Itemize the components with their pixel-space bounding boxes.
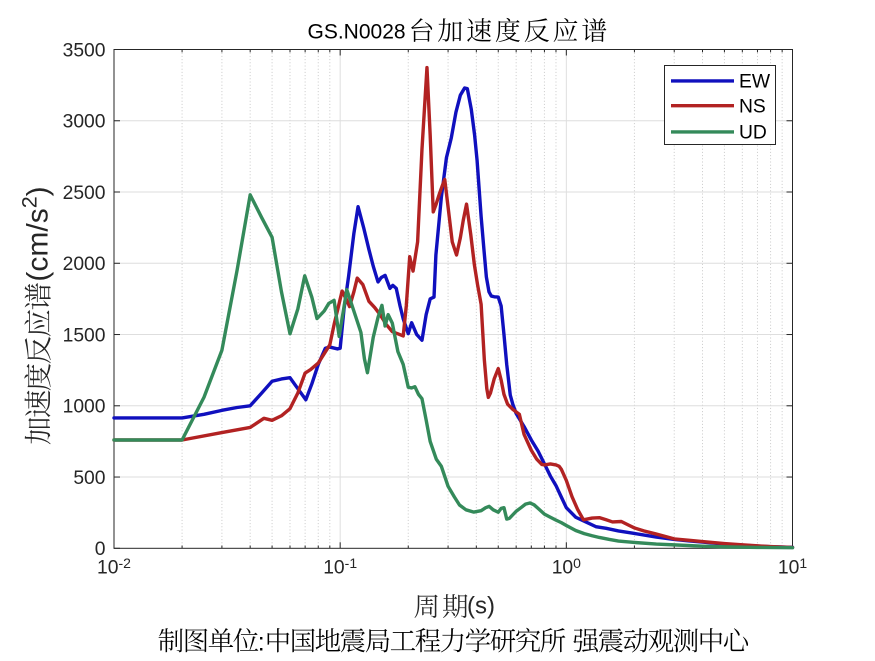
svg-text:UD: UD xyxy=(739,123,767,144)
svg-text:2500: 2500 xyxy=(63,183,106,204)
svg-text:(s): (s) xyxy=(467,593,495,620)
svg-text:3500: 3500 xyxy=(63,40,106,61)
svg-text::: : xyxy=(258,628,265,656)
svg-text:1500: 1500 xyxy=(63,325,106,346)
svg-text:500: 500 xyxy=(73,468,105,489)
svg-text:NS: NS xyxy=(739,97,766,118)
svg-text:GS.N0028: GS.N0028 xyxy=(308,20,406,43)
svg-text:1000: 1000 xyxy=(63,397,106,418)
svg-text:EW: EW xyxy=(739,72,771,93)
svg-text:0: 0 xyxy=(95,539,106,560)
svg-text:3000: 3000 xyxy=(63,112,106,133)
svg-text:2000: 2000 xyxy=(63,254,106,275)
